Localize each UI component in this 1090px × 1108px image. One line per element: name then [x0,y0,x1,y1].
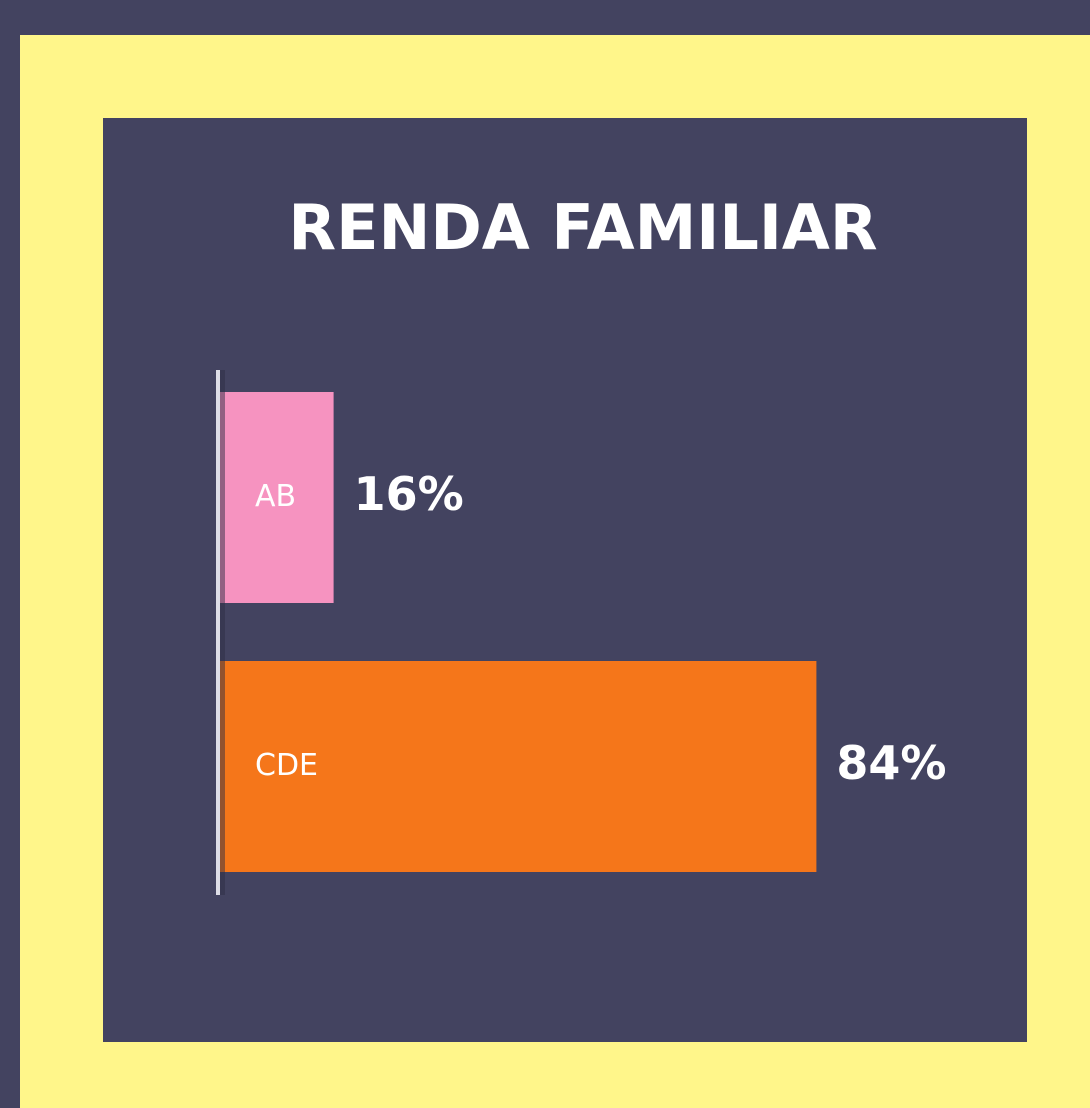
value-label: 84% [836,736,946,790]
category-label: CDE [255,748,318,783]
axis-shadow [219,370,225,895]
chart-title: RENDA FAMILIAR [288,191,877,264]
category-label: AB [255,479,296,514]
bar [220,392,334,603]
bar [220,661,817,872]
value-label: 16% [354,467,464,521]
